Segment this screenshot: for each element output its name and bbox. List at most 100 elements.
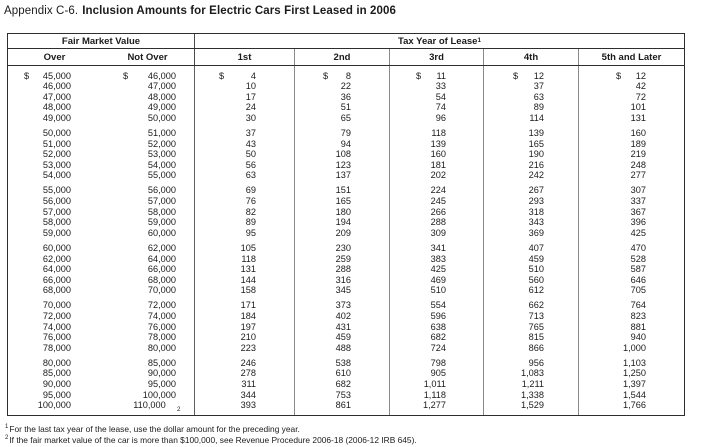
table-cell: 60,000 [8,243,101,254]
table-cell: 72 [578,92,684,103]
row-group: $45,000 $46,000 $4 $8 $11 $12 $12 46,000 47,000 1… [8,66,684,123]
table-cell: 1,083 [483,368,578,379]
table-cell: 79 [294,128,389,139]
table-cell: 50,000 [8,128,101,139]
cell-value: 72,000 [147,300,176,311]
table-row: 54,000 55,000 63 137 202 242 277 [8,170,684,181]
table-cell: 17 [194,92,294,103]
table-row: 68,000 70,000 158 345 510 612 705 [8,285,684,296]
cell-value: 82 [245,206,256,217]
cell-value: 94 [340,138,351,149]
table-cell: 59,000 [101,217,194,228]
cell-value: 343 [528,217,544,228]
table-cell: 197 [194,322,294,333]
cell-value: 337 [630,196,646,207]
table-cell: 278 [194,368,294,379]
table-cell: 63 [483,92,578,103]
table-row: $45,000 $46,000 $4 $8 $11 $12 $12 [8,71,684,82]
header-tax-year-label: Tax Year of Lease [398,35,478,47]
table-cell: 158 [194,285,294,296]
table-row: 50,000 51,000 37 79 118 139 160 [8,128,684,139]
column-header-5th-and-later: 5th and Later [578,49,684,65]
table-cell: 51,000 [8,139,101,150]
table-cell: 55,000 [8,185,101,196]
footnote-2-text: If the fair market value of the car is m… [9,434,417,445]
table-row: 58,000 59,000 89 194 288 343 396 [8,217,684,228]
cell-value: 46,000 [42,81,71,92]
table-cell: 202 [389,170,483,181]
title-prefix: Appendix C-6. [4,5,79,17]
dollar-sign: $ [123,70,129,81]
table-cell: 58,000 [101,207,194,218]
cell-value: 68,000 [42,285,71,296]
cell-value: 956 [528,357,544,368]
table-cell: 210 [194,332,294,343]
cell-value: 383 [430,253,446,264]
table-cell: 815 [483,332,578,343]
cell-value: 76 [245,196,256,207]
table-cell: 190 [483,149,578,160]
cell-value: 402 [335,310,351,321]
table-cell: 60,000 [101,228,194,239]
table-cell: 80,000 [8,358,101,369]
dollar-sign: $ [323,70,329,81]
cell-value: 151 [335,185,351,196]
cell-value: 55,000 [147,170,176,181]
table-row: 51,000 52,000 43 94 139 165 189 [8,139,684,150]
table-cell: 1,397 [578,379,684,390]
cell-value: 45,000 [42,70,71,81]
cell-value: 42 [635,81,646,92]
table-row: 80,000 85,000 246 538 798 956 1,103 [8,358,684,369]
cell-value: 4 [250,70,256,81]
cell-value: 50 [245,149,256,160]
cell-value: 765 [528,321,544,332]
table-cell: 160 [578,128,684,139]
table-cell: 682 [294,379,389,390]
cell-value: 50,000 [42,127,71,138]
cell-value: 131 [630,112,646,123]
table-cell: 956 [483,358,578,369]
table-cell: 538 [294,358,389,369]
cell-value: 55,000 [42,185,71,196]
cell-value: 165 [528,138,544,149]
cell-value: 764 [630,300,646,311]
cell-value: 610 [335,368,351,379]
cell-value: 724 [430,342,446,353]
cell-value: 705 [630,285,646,296]
table-cell: 89 [194,217,294,228]
table-cell: 47,000 [101,81,194,92]
table-cell: 1,011 [389,379,483,390]
cell-value: 58,000 [147,206,176,217]
table-cell: 131 [194,264,294,275]
table-cell: 267 [483,185,578,196]
table-cell: 49,000 [8,113,101,124]
table-row: 57,000 58,000 82 180 266 318 367 [8,207,684,218]
cell-value: 90,000 [147,368,176,379]
cell-value: 341 [430,242,446,253]
cell-value: 123 [335,159,351,170]
cell-value: 51,000 [147,127,176,138]
table-cell: 72,000 [101,300,194,311]
cell-value: 431 [335,321,351,332]
cell-value: 682 [430,332,446,343]
table-cell: 64,000 [8,264,101,275]
cell-value: 216 [528,159,544,170]
table-cell: 194 [294,217,389,228]
cell-value: 293 [528,196,544,207]
cell-value: 56,000 [42,196,71,207]
cell-value: 105 [240,242,256,253]
cell-value: 242 [528,170,544,181]
cell-value: 118 [241,253,256,264]
cell-value: 48,000 [42,102,71,113]
table-cell: 65 [294,113,389,124]
table-cell: 369 [483,228,578,239]
table-cell: 1,544 [578,390,684,401]
cell-value: 316 [335,274,351,285]
table-cell: 189 [578,139,684,150]
table-cell: 94 [294,139,389,150]
table-cell: 638 [389,322,483,333]
cell-value: 59,000 [147,217,176,228]
table-body: $45,000 $46,000 $4 $8 $11 $12 $12 46,000 47,000 1… [8,66,684,415]
cell-value: 60,000 [147,227,176,238]
cell-value: 12 [635,70,646,81]
